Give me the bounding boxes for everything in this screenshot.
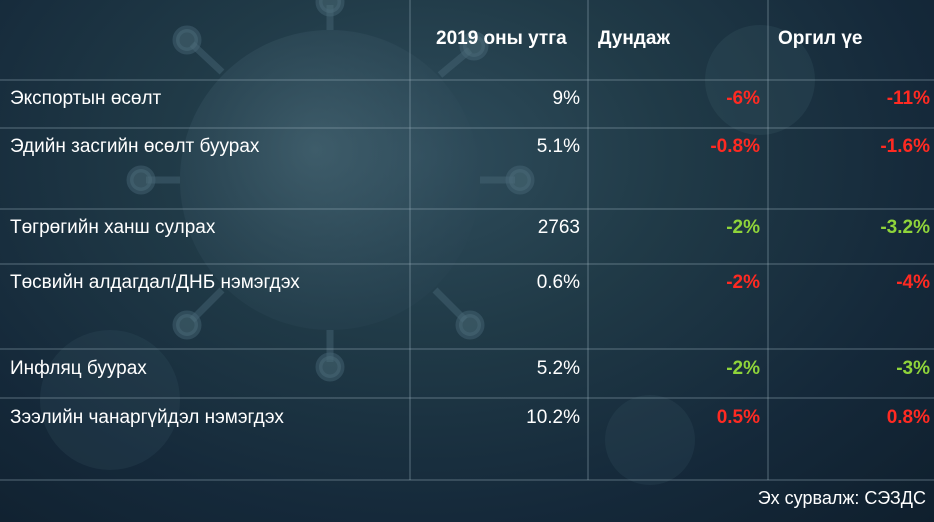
row-average: -2% bbox=[726, 272, 760, 293]
row-label: Төгрөгийн ханш сулрах bbox=[10, 217, 216, 238]
row-peak: -4% bbox=[896, 272, 930, 293]
row-2019-value: 9% bbox=[552, 88, 580, 109]
row-2019-value: 5.2% bbox=[536, 358, 580, 379]
source-note: Эх сурвалж: СЭЗДС bbox=[757, 488, 926, 508]
row-label: Эдийн засгийн өсөлт буурах bbox=[10, 136, 260, 157]
row-label: Экспортын өсөлт bbox=[10, 88, 162, 109]
row-label: Төсвийн алдагдал/ДНБ нэмэгдэх bbox=[10, 272, 300, 293]
row-label: Зээлийн чанаргүйдэл нэмэгдэх bbox=[10, 407, 284, 428]
row-label: Инфляц буурах bbox=[10, 358, 147, 379]
row-2019-value: 5.1% bbox=[536, 136, 580, 157]
row-2019-value: 0.6% bbox=[536, 272, 580, 293]
header-peak: Оргил үе bbox=[778, 28, 863, 49]
row-average: -6% bbox=[726, 88, 760, 109]
row-2019-value: 2763 bbox=[537, 217, 580, 238]
row-peak: -3% bbox=[896, 358, 930, 379]
header-average: Дундаж bbox=[598, 28, 670, 49]
row-2019-value: 10.2% bbox=[526, 407, 580, 428]
row-average: 0.5% bbox=[716, 407, 760, 428]
row-peak: 0.8% bbox=[886, 407, 930, 428]
row-average: -2% bbox=[726, 217, 760, 238]
header-2019-value: 2019 оны утга bbox=[436, 28, 567, 49]
row-peak: -11% bbox=[886, 88, 930, 109]
row-average: -2% bbox=[726, 358, 760, 379]
row-peak: -1.6% bbox=[880, 136, 930, 157]
row-average: -0.8% bbox=[710, 136, 760, 157]
row-peak: -3.2% bbox=[880, 217, 930, 238]
